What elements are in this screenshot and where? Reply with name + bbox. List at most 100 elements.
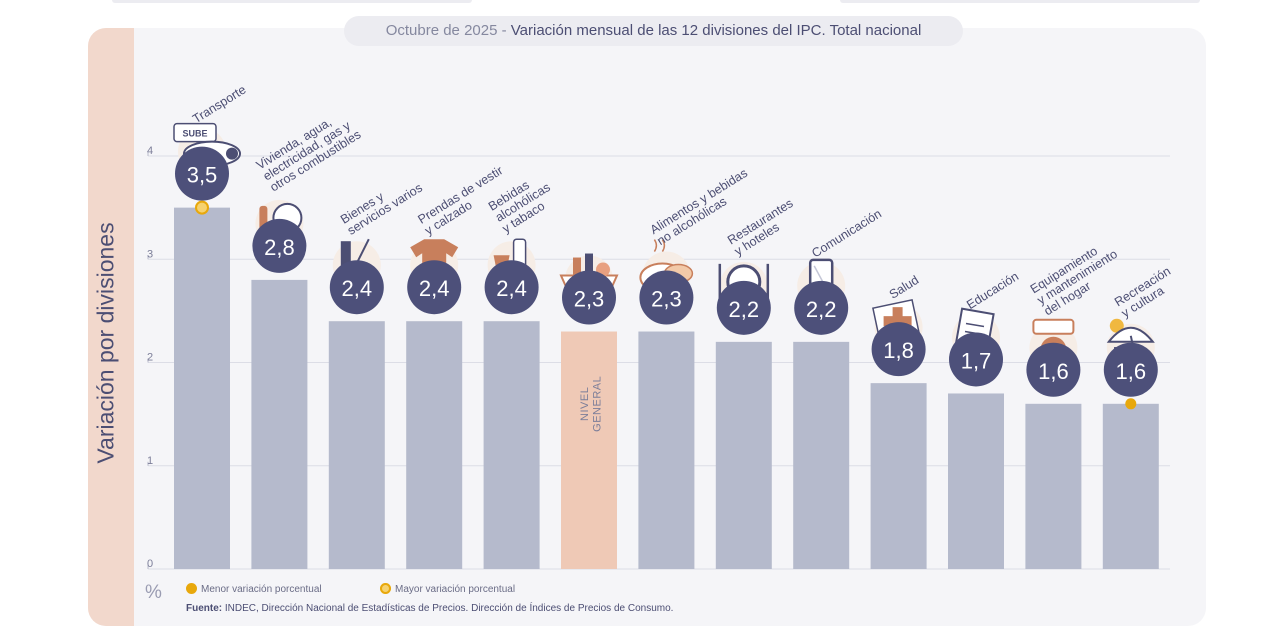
value-label-7: 2,3 [651,287,682,312]
value-badge-6 [562,270,616,325]
bar-13 [1102,403,1159,569]
ytick-label-0: 0 [147,558,153,570]
bar-group-6: NIVELGENERAL 2,3 [559,253,619,569]
value-label-8: 2,2 [729,297,760,322]
category-label-line: Educación [964,269,1021,312]
source-note: Fuente: INDEC, Dirección Nacional de Est… [186,603,673,614]
bar-group-8: 2,2 Restaurantesy hoteles [715,196,802,569]
nivel-general-label-line: NIVEL [579,387,591,421]
bar-group-9: 2,2 Comunicación [793,207,884,569]
category-label-12: Equipamientoy mantenimientodel hogar [1028,236,1127,319]
bar-group-13: 1,6 Recreacióny cultura [1102,264,1180,569]
basket-item-a [573,257,581,276]
category-label-3: Bienes yservicios varios [338,170,425,238]
nivel-general-label-line: GENERAL [592,376,604,432]
value-badge-9 [794,280,849,335]
bar-10 [870,383,927,569]
value-label-5: 2,4 [496,276,527,301]
bar-12 [1025,403,1082,569]
value-label-4: 2,4 [419,276,450,301]
value-label-13: 1,6 [1116,359,1147,384]
category-label-line: Comunicación [809,207,884,261]
value-badge-13 [1103,342,1158,397]
ytick-label-1: 1 [147,455,153,467]
source-prefix: Fuente: [186,603,223,614]
steam [653,239,666,252]
cross-h [883,316,912,327]
ytick-label-2: 2 [147,352,153,364]
bar-3 [328,321,385,569]
value-badge-1 [175,146,229,201]
bar-5 [483,321,540,569]
ytick-label-4: 4 [147,145,153,157]
value-badge-12 [1026,342,1081,397]
y-axis-band [88,28,134,626]
title-separator: - [497,22,511,39]
bar-group-11: 1,7 Educación [948,269,1021,569]
value-badge-4 [407,260,462,315]
min-variation-marker [1125,398,1137,410]
value-label-2: 2,8 [264,235,295,260]
nivel-general-label: NIVELGENERAL [579,376,604,432]
category-label-10: Salud [887,273,922,302]
bar-2 [251,279,308,569]
air-conditioner [1032,318,1075,335]
value-label-6: 2,3 [574,287,605,312]
max-variation-marker [195,200,209,215]
title-date: Octubre de 2025 [385,22,498,39]
value-badge-7 [639,270,694,325]
unit-label: % [145,582,162,603]
bar-group-10: 1,8 Salud [870,273,927,569]
bar-1 [174,207,230,569]
value-label-11: 1,7 [961,348,992,373]
legend-max-label: Mayor variación porcentual [395,584,516,595]
basket-item-b [585,253,593,276]
sun [1109,318,1124,333]
category-label-1: Transporte [190,82,248,126]
category-label-2: Vivienda, agua,electricidad, gas yotros … [254,105,364,194]
legend-max-marker [380,583,391,594]
value-label-10: 1,8 [883,338,914,363]
sube-text: SUBE [182,129,207,139]
value-label-1: 3,5 [187,163,218,188]
category-label-9: Comunicación [809,207,884,261]
legend-min-label: Menor variación porcentual [201,584,322,595]
bar-7 [638,331,695,569]
category-label-line: Salud [887,273,922,302]
value-label-9: 2,2 [806,297,837,322]
category-label-11: Educación [964,269,1021,312]
bus-light [226,147,238,160]
value-badge-2 [252,218,307,273]
value-badge-11 [949,332,1003,387]
bar-11 [948,393,1004,569]
comb [340,241,351,276]
source-text: INDEC, Dirección Nacional de Estadística… [224,603,674,614]
chart-title: Octubre de 2025 - Variación mensual de l… [344,16,963,46]
value-badge-3 [329,260,384,315]
category-label-line: Transporte [190,82,248,126]
category-label-8: Restaurantesy hoteles [725,196,802,258]
title-text: Variación mensual de las 12 divisiones d… [510,22,922,39]
bar-9 [793,341,850,569]
category-label-line: Alimentos y bebidas [648,166,750,237]
value-label-3: 2,4 [342,276,373,301]
bar-4 [406,321,463,569]
legend-min: Menor variación porcentual [186,583,322,595]
value-label-12: 1,6 [1038,359,1069,384]
value-badge-8 [716,280,771,335]
sube-card [173,122,217,143]
category-label-13: Recreacióny cultura [1112,264,1180,320]
umbrella [1106,326,1155,343]
value-badge-10 [871,322,926,377]
bar-group-3: 2,4 Bienes yservicios varios [328,170,425,569]
legend-max: Mayor variación porcentual [380,583,515,595]
ytick-label-3: 3 [147,248,153,260]
bar-8 [715,341,772,569]
notebook-line-a [965,322,985,328]
bar-nivel-general [561,331,617,569]
legend-min-marker [186,583,197,594]
bar-group-1: SUBE 3,5 Transporte [173,82,248,569]
value-badge-5 [484,260,539,315]
